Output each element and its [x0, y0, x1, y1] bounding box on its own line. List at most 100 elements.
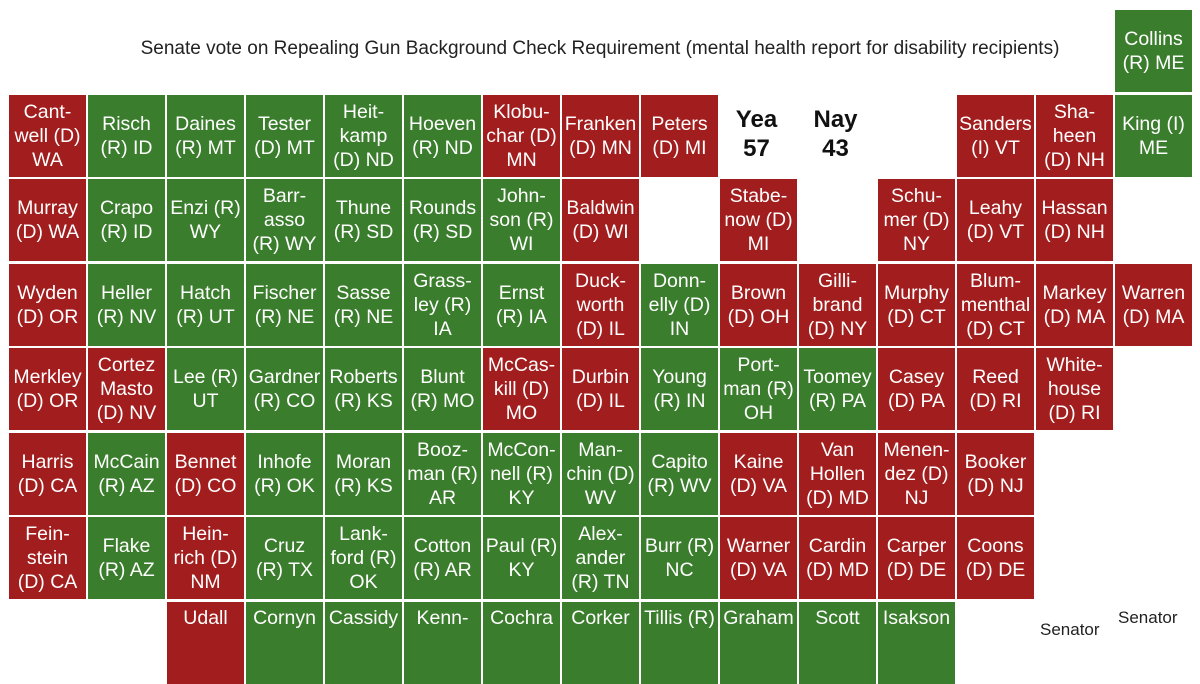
senator-label: Sanders (I) VT — [959, 113, 1032, 159]
senator-label: Lank- ford (R) OK — [330, 523, 397, 593]
senator-label: Merkley (D) OR — [13, 366, 82, 412]
senator-cell: Port- man (R) OH — [720, 348, 797, 430]
legend-note: Senator — [1118, 608, 1178, 627]
senator-label: Coons (D) DE — [965, 535, 1026, 581]
yea-count: 57 — [743, 135, 770, 162]
senator-cell: McCain (R) AZ — [88, 433, 165, 515]
senator-label: Grass- ley (R) IA — [413, 270, 472, 340]
senator-label: Kenn- — [416, 607, 469, 629]
senator-cell: Fischer (R) NE — [246, 264, 323, 346]
senator-cell: Sanders (I) VT — [957, 95, 1034, 177]
senator-label: Burr (R) NC — [644, 535, 715, 581]
senator-cell: Scott — [799, 602, 876, 684]
senator-label: Capito (R) WV — [647, 451, 712, 497]
senator-cell: Risch (R) ID — [88, 95, 165, 177]
senator-label: Stabe- now (D) MI — [724, 185, 793, 255]
senator-cell: Crapo (R) ID — [88, 179, 165, 261]
senator-cell: Leahy (D) VT — [957, 179, 1034, 261]
senator-cell: Reed (D) RI — [957, 348, 1034, 430]
senator-label: Young (R) IN — [652, 366, 707, 412]
nay-tally: Nay 43 — [797, 105, 874, 163]
senator-label: Lee (R) UT — [172, 366, 239, 412]
senator-cell: Sha- heen (D) NH — [1036, 95, 1113, 177]
senator-label: Leahy (D) VT — [966, 197, 1025, 243]
senator-label: Barr- asso (R) WY — [252, 185, 317, 255]
senator-cell: Enzi (R) WY — [167, 179, 244, 261]
senator-cell: McCas- kill (D) MO — [483, 348, 560, 430]
senator-cell: Grass- ley (R) IA — [404, 264, 481, 346]
senator-cell: White- house (D) RI — [1036, 348, 1113, 430]
senator-cell: Sasse (R) NE — [325, 264, 402, 346]
senator-cell: Booz- man (R) AR — [404, 433, 481, 515]
senator-label: Daines (R) MT — [175, 113, 236, 159]
senator-label: Gardner (R) CO — [248, 366, 321, 412]
senator-cell: Heit- kamp (D) ND — [325, 95, 402, 177]
senator-label: Sha- heen (D) NH — [1044, 101, 1105, 171]
senator-cell: Gardner (R) CO — [246, 348, 323, 430]
senator-cell: Booker (D) NJ — [957, 433, 1034, 515]
senator-cell: John- son (R) WI — [483, 179, 560, 261]
senator-label: Warner (D) VA — [726, 535, 791, 581]
senator-cell: Cant- well (D) WA — [9, 95, 86, 177]
senator-label: Thune (R) SD — [333, 197, 394, 243]
senator-label: Blum- menthal (D) CT — [960, 270, 1031, 340]
yea-tally: Yea 57 — [718, 105, 795, 163]
senator-label: Cotton (R) AR — [413, 535, 472, 581]
senator-label: McCas- kill (D) MO — [487, 354, 556, 424]
senator-cell: Graham — [720, 602, 797, 684]
senator-label: Cornyn — [253, 607, 316, 629]
senator-label: Bennet (D) CO — [174, 451, 237, 497]
senator-cell: Donn- elly (D) IN — [641, 264, 718, 346]
senator-label: Donn- elly (D) IN — [648, 270, 711, 340]
senator-cell: Wyden (D) OR — [9, 264, 86, 346]
senator-label: Heit- kamp (D) ND — [333, 101, 394, 171]
senator-cell: Inhofe (R) OK — [246, 433, 323, 515]
senator-label: Brown (D) OH — [727, 282, 790, 328]
senator-cell: Harris (D) CA — [9, 433, 86, 515]
senator-cell: Cochra — [483, 602, 560, 684]
senator-label: Graham — [723, 607, 794, 629]
senator-cell: Klobu- char (D) MN — [483, 95, 560, 177]
nay-label: Nay — [813, 106, 858, 133]
senator-label: Tillis (R) — [644, 607, 715, 629]
senator-cell: Udall — [167, 602, 244, 684]
senator-cell: Moran (R) KS — [325, 433, 402, 515]
senator-cell: Toomey (R) PA — [799, 348, 876, 430]
senator-cell: Durbin (D) IL — [562, 348, 639, 430]
senator-cell: King (I) ME — [1115, 95, 1192, 177]
senator-cell: Gilli- brand (D) NY — [799, 264, 876, 346]
senator-cell: Peters (D) MI — [641, 95, 718, 177]
senator-label: Udall — [183, 607, 228, 629]
senator-label: Murphy (D) CT — [883, 282, 950, 328]
senator-label: Crapo (R) ID — [99, 197, 154, 243]
senator-label: Carper (D) DE — [886, 535, 947, 581]
senator-label: Roberts (R) KS — [329, 366, 398, 412]
senator-label: Schu- mer (D) NY — [883, 185, 950, 255]
senator-cell: Franken (D) MN — [562, 95, 639, 177]
legend-note: Senator — [1040, 620, 1100, 639]
senator-cell: Fein- stein (D) CA — [9, 517, 86, 599]
senator-cell: Roberts (R) KS — [325, 348, 402, 430]
senator-label: Hoeven (R) ND — [408, 113, 477, 159]
senator-cell: Daines (R) MT — [167, 95, 244, 177]
senator-label: White- house (D) RI — [1046, 354, 1103, 424]
senator-label: Rounds (R) SD — [408, 197, 477, 243]
senator-cell: Hein- rich (D) NM — [167, 517, 244, 599]
senator-cell: Heller (R) NV — [88, 264, 165, 346]
senator-cell: Casey (D) PA — [878, 348, 955, 430]
senator-label: Duck- worth (D) IL — [575, 270, 626, 340]
senator-label: Booz- man (R) AR — [407, 439, 478, 509]
senator-cell: Cassidy — [325, 602, 402, 684]
senator-label: Warren (D) MA — [1121, 282, 1186, 328]
senator-label: Fein- stein (D) CA — [17, 523, 78, 593]
senator-label: Collins (R) ME — [1122, 28, 1185, 74]
senator-label: Blunt (R) MO — [410, 366, 475, 412]
senator-label: Klobu- char (D) MN — [486, 101, 557, 171]
senator-cell: Isakson — [878, 602, 955, 684]
senator-label: Tester (D) MT — [254, 113, 315, 159]
senator-label: Toomey (R) PA — [803, 366, 872, 412]
senator-cell: Cruz (R) TX — [246, 517, 323, 599]
senator-cell: Burr (R) NC — [641, 517, 718, 599]
senator-cell: Collins (R) ME — [1115, 10, 1192, 92]
senator-label: Enzi (R) WY — [170, 197, 241, 243]
